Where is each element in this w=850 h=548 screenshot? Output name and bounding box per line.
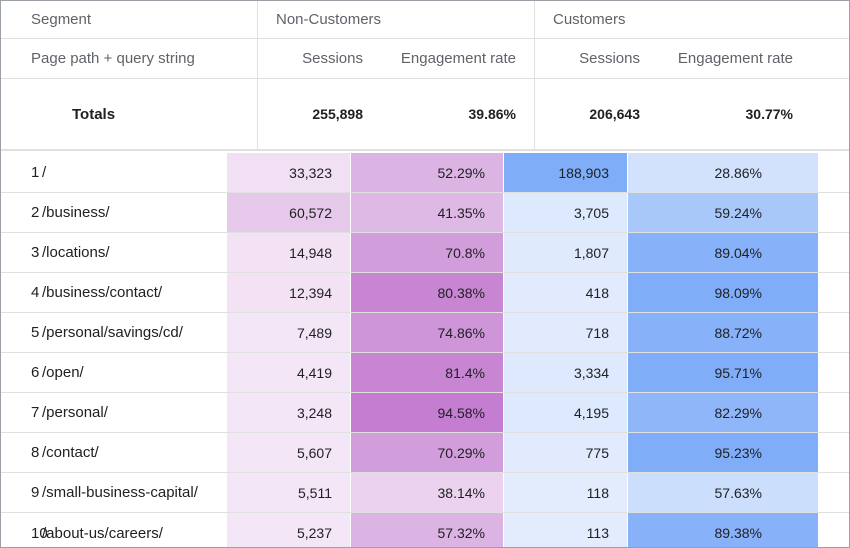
c-sessions-cell: 188,903	[504, 153, 628, 192]
segment-customers[interactable]: Customers	[534, 1, 849, 38]
row-path-link[interactable]: /business/	[42, 204, 110, 221]
row-index: 10	[31, 524, 48, 542]
nc-sessions-header[interactable]: Sessions	[257, 39, 381, 78]
c-engagement-cell: 89.38%	[628, 513, 819, 547]
row-index: 4	[31, 284, 40, 301]
row-index: 9	[31, 484, 40, 501]
row-path-link[interactable]: /small-business-capital/	[42, 484, 198, 501]
nc-engagement-cell: 70.29%	[351, 433, 504, 472]
segment-header-row: Segment Non-Customers Customers	[1, 1, 849, 39]
nc-engagement-cell: 80.38%	[351, 273, 504, 312]
row-index: 7	[31, 404, 40, 421]
table-row[interactable]: 7 /personal/ 3,248 94.58% 4,195 82.29%	[1, 393, 849, 433]
table-row[interactable]: 4 /business/contact/ 12,394 80.38% 418 9…	[1, 273, 849, 313]
row-path-link[interactable]: /	[42, 164, 47, 181]
totals-c-engagement: 30.77%	[745, 106, 793, 122]
c-sessions-cell: 718	[504, 313, 628, 352]
nc-sessions-cell: 33,323	[227, 153, 351, 192]
totals-label: Totals	[72, 105, 116, 123]
row-index: 1	[31, 164, 40, 181]
c-engagement-cell: 95.71%	[628, 353, 819, 392]
nc-sessions-cell: 5,511	[227, 473, 351, 512]
table-row[interactable]: 2 /business/ 60,572 41.35% 3,705 59.24%	[1, 193, 849, 233]
row-index: 5	[31, 324, 40, 341]
c-sessions-cell: 775	[504, 433, 628, 472]
nc-sessions-cell: 3,248	[227, 393, 351, 432]
nc-engagement-cell: 94.58%	[351, 393, 504, 432]
c-engagement-cell: 88.72%	[628, 313, 819, 352]
nc-engagement-cell: 41.35%	[351, 193, 504, 232]
nc-engagement-cell: 57.32%	[351, 513, 504, 547]
c-sessions-cell: 113	[504, 513, 628, 547]
nc-sessions-cell: 12,394	[227, 273, 351, 312]
table-row[interactable]: 10 /about-us/careers/ 5,237 57.32% 113 8…	[1, 513, 849, 547]
nc-engagement-cell: 38.14%	[351, 473, 504, 512]
row-index: 3	[31, 244, 40, 261]
column-header-row: Page path + query string Sessions Engage…	[1, 39, 849, 79]
nc-sessions-cell: 60,572	[227, 193, 351, 232]
nc-sessions-cell: 14,948	[227, 233, 351, 272]
c-engagement-cell: 57.63%	[628, 473, 819, 512]
row-index: 6	[31, 364, 40, 381]
table-row[interactable]: 3 /locations/ 14,948 70.8% 1,807 89.04%	[1, 233, 849, 273]
nc-sessions-cell: 5,607	[227, 433, 351, 472]
nc-engagement-header[interactable]: Engagement rate	[400, 50, 516, 67]
row-path-link[interactable]: /open/	[42, 364, 84, 381]
c-engagement-cell: 98.09%	[628, 273, 819, 312]
totals-c-sessions: 206,643	[534, 79, 658, 149]
c-sessions-cell: 4,195	[504, 393, 628, 432]
segment-label: Segment	[31, 11, 92, 28]
c-engagement-header[interactable]: Engagement rate	[677, 50, 793, 67]
c-sessions-cell: 118	[504, 473, 628, 512]
c-sessions-cell: 1,807	[504, 233, 628, 272]
table-row[interactable]: 1 / 33,323 52.29% 188,903 28.86%	[1, 153, 849, 193]
c-engagement-cell: 28.86%	[628, 153, 819, 192]
nc-sessions-cell: 4,419	[227, 353, 351, 392]
row-path-link[interactable]: /personal/	[42, 404, 108, 421]
c-engagement-cell: 89.04%	[628, 233, 819, 272]
table-row[interactable]: 6 /open/ 4,419 81.4% 3,334 95.71%	[1, 353, 849, 393]
nc-sessions-cell: 7,489	[227, 313, 351, 352]
row-path-link[interactable]: /about-us/careers/	[42, 524, 163, 542]
row-path-link[interactable]: /personal/savings/cd/	[42, 324, 183, 341]
c-engagement-cell: 95.23%	[628, 433, 819, 472]
c-sessions-cell: 3,334	[504, 353, 628, 392]
nc-engagement-cell: 52.29%	[351, 153, 504, 192]
row-path-link[interactable]: /locations/	[42, 244, 110, 261]
row-index: 8	[31, 444, 40, 461]
c-engagement-cell: 82.29%	[628, 393, 819, 432]
c-engagement-cell: 59.24%	[628, 193, 819, 232]
c-sessions-cell: 3,705	[504, 193, 628, 232]
nc-engagement-cell: 81.4%	[351, 353, 504, 392]
row-index: 2	[31, 204, 40, 221]
table-row[interactable]: 5 /personal/savings/cd/ 7,489 74.86% 718…	[1, 313, 849, 353]
dimension-header[interactable]: Page path + query string	[31, 50, 195, 67]
row-path-link[interactable]: /business/contact/	[42, 284, 163, 301]
totals-row: Totals 255,898 39.86% 206,643 30.77%	[1, 79, 849, 151]
c-sessions-header[interactable]: Sessions	[534, 39, 658, 78]
totals-nc-sessions: 255,898	[257, 79, 381, 149]
segment-non-customers[interactable]: Non-Customers	[257, 1, 534, 38]
nc-sessions-cell: 5,237	[227, 513, 351, 547]
row-path-link[interactable]: /contact/	[42, 444, 99, 461]
table-row[interactable]: 8 /contact/ 5,607 70.29% 775 95.23%	[1, 433, 849, 473]
nc-engagement-cell: 70.8%	[351, 233, 504, 272]
c-sessions-cell: 418	[504, 273, 628, 312]
table-row[interactable]: 9 /small-business-capital/ 5,511 38.14% …	[1, 473, 849, 513]
nc-engagement-cell: 74.86%	[351, 313, 504, 352]
totals-nc-engagement: 39.86%	[468, 106, 516, 122]
